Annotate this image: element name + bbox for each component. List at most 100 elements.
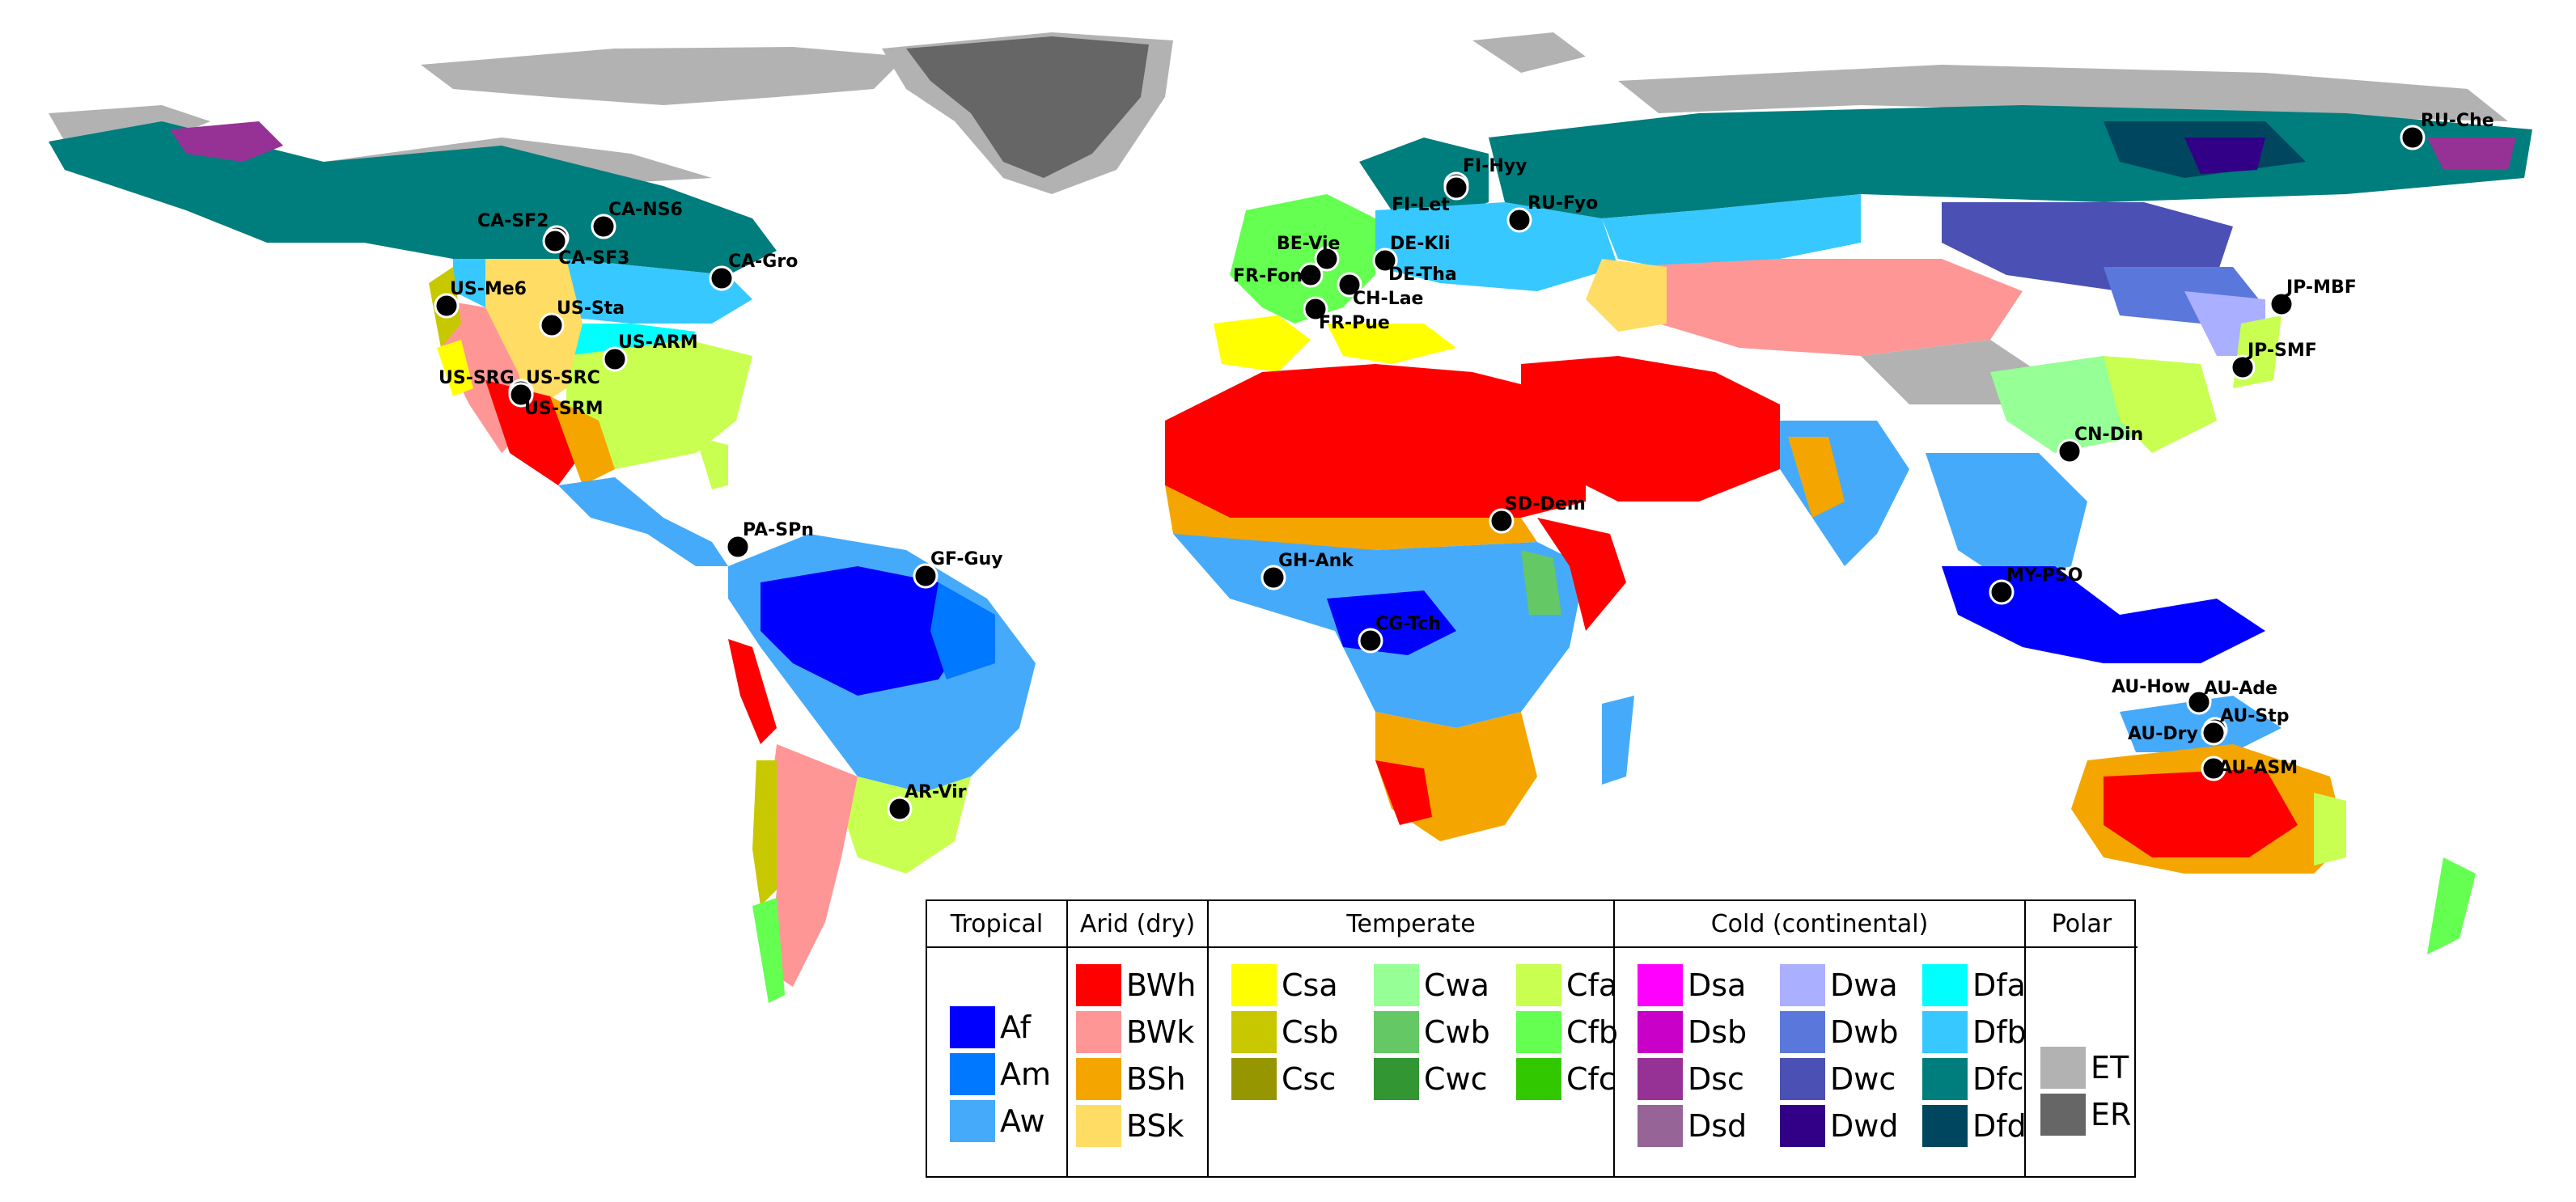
site-label: FR-Fon [1233,266,1303,286]
site-dot [508,382,534,408]
mediterranean-csa [1327,324,1456,364]
legend-group-title: Temperate [1209,901,1613,948]
legend-code: Dwa [1830,967,1898,1003]
site-marker: US-Me6 [434,279,527,319]
legend-code: Dsd [1688,1108,1748,1144]
site-label: PA-SPn [743,520,814,540]
site-label: FI-Let [1392,195,1450,215]
legend-swatch [1374,1011,1419,1053]
legend-item-bsh: BSh [1076,1058,1186,1100]
indonesia-af [1942,566,2265,663]
legend-item-csb: Csb [1231,1011,1338,1053]
legend-code: Dwb [1830,1014,1899,1050]
site-label: RU-Fyo [1527,193,1598,214]
legend-code: Dsb [1688,1014,1748,1050]
site-marker: BE-Vie [1277,234,1340,272]
site-dot [1337,272,1362,298]
legend-swatch [1516,964,1561,1006]
legend-group-cold-continental: Cold (continental) Dsa Dsb Dsc Dsd Dwa Dwb Dwc D… [1615,901,2027,1176]
andes-bwh [728,639,777,744]
legend-swatch [1922,1011,1968,1053]
site-label: DE-Tha [1388,265,1457,285]
central-asia-bwk [1618,259,2023,356]
site-label: CA-Gro [728,252,798,272]
site-dot [1506,207,1532,233]
legend-swatch [950,1006,995,1048]
legend-code: BSh [1126,1061,1186,1097]
legend-code: ET [2091,1050,2129,1086]
site-label: US-SRC [526,368,600,388]
site-label: SD-Dem [1505,494,1586,514]
legend-swatch [1076,1105,1121,1147]
legend-code: BSk [1126,1108,1184,1144]
site-marker: GF-Guy [913,549,1003,589]
legend-swatch [1780,1011,1825,1053]
north-america-boreal [49,121,777,275]
site-label: CA-SF2 [477,211,549,231]
east-africa-cwb [1521,550,1561,615]
site-markers: RU-Che FI-Hyy FI-Let RU-Fyo CA-SF2 CA-NS6 CA-S… [434,111,2494,822]
legend-item-csa: Csa [1231,964,1338,1006]
site-label: US-ARM [618,332,698,353]
mexico-bwh [485,380,583,485]
legend-swatch [1516,1058,1561,1100]
legend-code: Dfc [1972,1061,2024,1097]
legend-item-cwa: Cwa [1374,964,1489,1006]
legend-swatch [1076,1011,1121,1053]
site-label: CA-NS6 [608,200,683,220]
horn-bwh [1537,518,1626,631]
chile-csb [752,760,777,906]
legend-swatch [1922,1105,1968,1147]
site-dot [1489,508,1515,534]
site-label: AU-Stp [2220,706,2289,726]
legend-swatch [1076,1058,1121,1100]
site-dot [539,312,565,338]
site-marker: RU-Che [2400,111,2494,150]
site-marker: CA-NS6 [591,200,683,239]
legend-group-title: Arid (dry) [1068,901,1207,948]
site-label: AU-ASM [2218,758,2298,778]
site-dot [709,265,735,291]
legend-code: Dfa [1972,967,2026,1003]
legend-group-title: Cold (continental) [1615,901,2024,948]
site-label: JP-MBF [2285,277,2357,298]
legend-item-dwa: Dwa [1780,964,1898,1006]
koppen-legend: Tropical Af Am Aw Arid (dry) BWh BWk BSh BSk Temp… [926,899,2137,1178]
site-marker: RU-Fyo [1506,193,1598,233]
site-dot [2186,689,2212,715]
legend-group-title: Polar [2026,901,2137,948]
site-dot [1989,579,2015,605]
legend-item-et: ET [2040,1047,2129,1089]
site-label: US-Sta [557,298,625,319]
site-label: AU-How [2112,677,2190,697]
se-asia-aw [1926,453,2087,582]
legend-item-dfc: Dfc [1922,1058,2024,1100]
legend-swatch [1374,1058,1419,1100]
central-america-aw [558,477,728,566]
legend-item-dfb: Dfb [1922,1011,2027,1053]
legend-group-tropical: Tropical Af Am Aw [927,901,1068,1176]
europe-dfb [1375,202,1618,291]
australia-cfa [2314,793,2346,866]
iberia-csa [1214,315,1311,372]
site-label: BE-Vie [1277,234,1340,254]
site-dot [1443,175,1469,201]
site-marker: FR-Pue [1303,296,1390,333]
legend-code: Cwa [1424,967,1489,1003]
legend-item-csc: Csc [1231,1058,1336,1100]
legend-code: Cfc [1566,1061,1616,1097]
legend-swatch [1638,1058,1683,1100]
legend-swatch [1516,1011,1561,1053]
greenland-ice [906,36,1149,178]
site-label: FR-Pue [1319,313,1390,333]
new-zealand [2427,857,2476,954]
site-dot [1358,628,1383,654]
arctic-islands [421,47,906,105]
site-marker: FI-Let [1392,175,1469,215]
site-dot [2230,354,2256,380]
legend-item-cwb: Cwb [1374,1011,1490,1053]
legend-code: Am [1000,1056,1052,1092]
site-marker: MY-PSO [1989,565,2082,605]
site-dot [725,534,751,560]
site-marker: JP-SMF [2230,341,2317,380]
